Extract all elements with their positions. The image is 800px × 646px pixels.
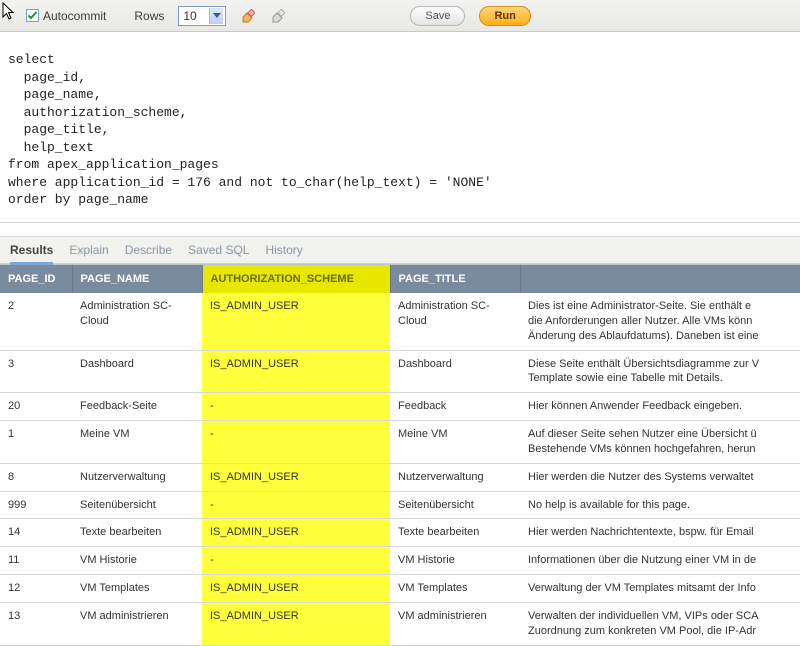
table-row[interactable]: 3DashboardIS_ADMIN_USERDashboardDiese Se…: [0, 350, 800, 393]
cell-page_name: VM administrieren: [72, 602, 202, 645]
cell-help_text: Informationen über die Nutzung einer VM …: [520, 547, 800, 575]
cell-authorization_scheme: IS_ADMIN_USER: [202, 350, 390, 393]
cell-authorization_scheme: -: [202, 421, 390, 464]
col-header-authorization_scheme[interactable]: AUTHORIZATION_SCHEME: [202, 265, 390, 293]
table-row[interactable]: 12VM TemplatesIS_ADMIN_USERVM TemplatesV…: [0, 575, 800, 603]
cell-help_text: Hier werden Nachrichtentexte, bspw. für …: [520, 519, 800, 547]
cell-authorization_scheme: IS_ADMIN_USER: [202, 463, 390, 491]
cell-page_title: VM Templates: [390, 575, 520, 603]
cell-authorization_scheme: IS_ADMIN_USER: [202, 575, 390, 603]
rows-label: Rows: [134, 9, 164, 23]
cell-authorization_scheme: IS_ADMIN_USER: [202, 602, 390, 645]
col-header-help_text[interactable]: [520, 265, 800, 293]
cell-authorization_scheme: -: [202, 393, 390, 421]
cell-help_text: Verwalten der individuellen VM, VIPs ode…: [520, 602, 800, 645]
cell-page_title: Seitenübersicht: [390, 491, 520, 519]
autocommit-label: Autocommit: [43, 9, 106, 23]
cell-help_text: Hier werden die Nutzer des Systems verwa…: [520, 463, 800, 491]
tab-history[interactable]: History: [265, 243, 302, 262]
rows-select[interactable]: 10: [178, 6, 226, 26]
cell-page_id: 11: [0, 547, 72, 575]
table-row[interactable]: 999Seitenübersicht-SeitenübersichtNo hel…: [0, 491, 800, 519]
cell-page_id: 13: [0, 602, 72, 645]
table-row[interactable]: 11VM Historie-VM HistorieInformationen ü…: [0, 547, 800, 575]
cell-authorization_scheme: -: [202, 491, 390, 519]
cell-page_id: 14: [0, 519, 72, 547]
save-button-label: Save: [425, 10, 450, 22]
cell-authorization_scheme: IS_ADMIN_USER: [202, 519, 390, 547]
cell-page_name: VM Historie: [72, 547, 202, 575]
cell-page_title: Administration SC-Cloud: [390, 293, 520, 350]
cell-page_id: 1: [0, 421, 72, 464]
cell-page_title: Feedback: [390, 393, 520, 421]
table-row[interactable]: 14Texte bearbeitenIS_ADMIN_USERTexte bea…: [0, 519, 800, 547]
results-tabs: Results Explain Describe Saved SQL History: [0, 236, 800, 264]
cell-page_id: 999: [0, 491, 72, 519]
cell-page_name: Dashboard: [72, 350, 202, 393]
cell-page_name: Texte bearbeiten: [72, 519, 202, 547]
run-button-label: Run: [494, 10, 515, 22]
cell-page_title: VM administrieren: [390, 602, 520, 645]
cell-page_id: 2: [0, 293, 72, 350]
table-row[interactable]: 2Administration SC-CloudIS_ADMIN_USERAdm…: [0, 293, 800, 350]
cell-authorization_scheme: -: [202, 547, 390, 575]
rows-select-value: 10: [183, 9, 196, 23]
col-header-page_name[interactable]: PAGE_NAME: [72, 265, 202, 293]
table-row[interactable]: 8NutzerverwaltungIS_ADMIN_USERNutzerverw…: [0, 463, 800, 491]
cell-help_text: Verwaltung der VM Templates mitsamt der …: [520, 575, 800, 603]
cell-authorization_scheme: IS_ADMIN_USER: [202, 293, 390, 350]
cell-help_text: Dies ist eine Administrator-Seite. Sie e…: [520, 293, 800, 350]
cell-help_text: Hier können Anwender Feedback eingeben.: [520, 393, 800, 421]
table-row[interactable]: 1Meine VM-Meine VMAuf dieser Seite sehen…: [0, 421, 800, 464]
cell-help_text: No help is available for this page.: [520, 491, 800, 519]
cell-page_id: 20: [0, 393, 72, 421]
results-grid: PAGE_IDPAGE_NAMEAUTHORIZATION_SCHEMEPAGE…: [0, 264, 800, 646]
cell-page_id: 3: [0, 350, 72, 393]
chevron-down-icon: [209, 8, 223, 24]
tab-explain[interactable]: Explain: [69, 243, 108, 262]
tab-results[interactable]: Results: [10, 243, 53, 265]
cell-page_name: Nutzerverwaltung: [72, 463, 202, 491]
cell-page_title: Meine VM: [390, 421, 520, 464]
cell-page_title: Texte bearbeiten: [390, 519, 520, 547]
cell-page_title: Nutzerverwaltung: [390, 463, 520, 491]
autocommit-checkbox[interactable]: Autocommit: [26, 9, 106, 23]
table-row[interactable]: 20Feedback-Seite-FeedbackHier können Anw…: [0, 393, 800, 421]
tab-describe[interactable]: Describe: [125, 243, 172, 262]
sql-editor[interactable]: select page_id, page_name, authorization…: [0, 45, 800, 223]
col-header-page_id[interactable]: PAGE_ID: [0, 265, 72, 293]
grid-header-row: PAGE_IDPAGE_NAMEAUTHORIZATION_SCHEMEPAGE…: [0, 265, 800, 293]
cell-help_text: Diese Seite enthält Übersichtsdiagramme …: [520, 350, 800, 393]
toolbar: Autocommit Rows 10 Save Run: [0, 0, 800, 32]
cell-page_id: 12: [0, 575, 72, 603]
table-row[interactable]: 13VM administrierenIS_ADMIN_USERVM admin…: [0, 602, 800, 645]
format-icon[interactable]: [270, 8, 286, 24]
col-header-page_title[interactable]: PAGE_TITLE: [390, 265, 520, 293]
cell-page_name: VM Templates: [72, 575, 202, 603]
cell-page_title: Dashboard: [390, 350, 520, 393]
cell-page_title: VM Historie: [390, 547, 520, 575]
cell-page_name: Seitenübersicht: [72, 491, 202, 519]
cell-help_text: Auf dieser Seite sehen Nutzer eine Übers…: [520, 421, 800, 464]
cell-page_name: Meine VM: [72, 421, 202, 464]
cell-page_name: Feedback-Seite: [72, 393, 202, 421]
tab-saved-sql[interactable]: Saved SQL: [188, 243, 249, 262]
clear-icon[interactable]: [240, 8, 256, 24]
run-button[interactable]: Run: [479, 6, 530, 26]
save-button[interactable]: Save: [410, 6, 465, 26]
cell-page_id: 8: [0, 463, 72, 491]
checkbox-icon: [26, 9, 39, 22]
cell-page_name: Administration SC-Cloud: [72, 293, 202, 350]
